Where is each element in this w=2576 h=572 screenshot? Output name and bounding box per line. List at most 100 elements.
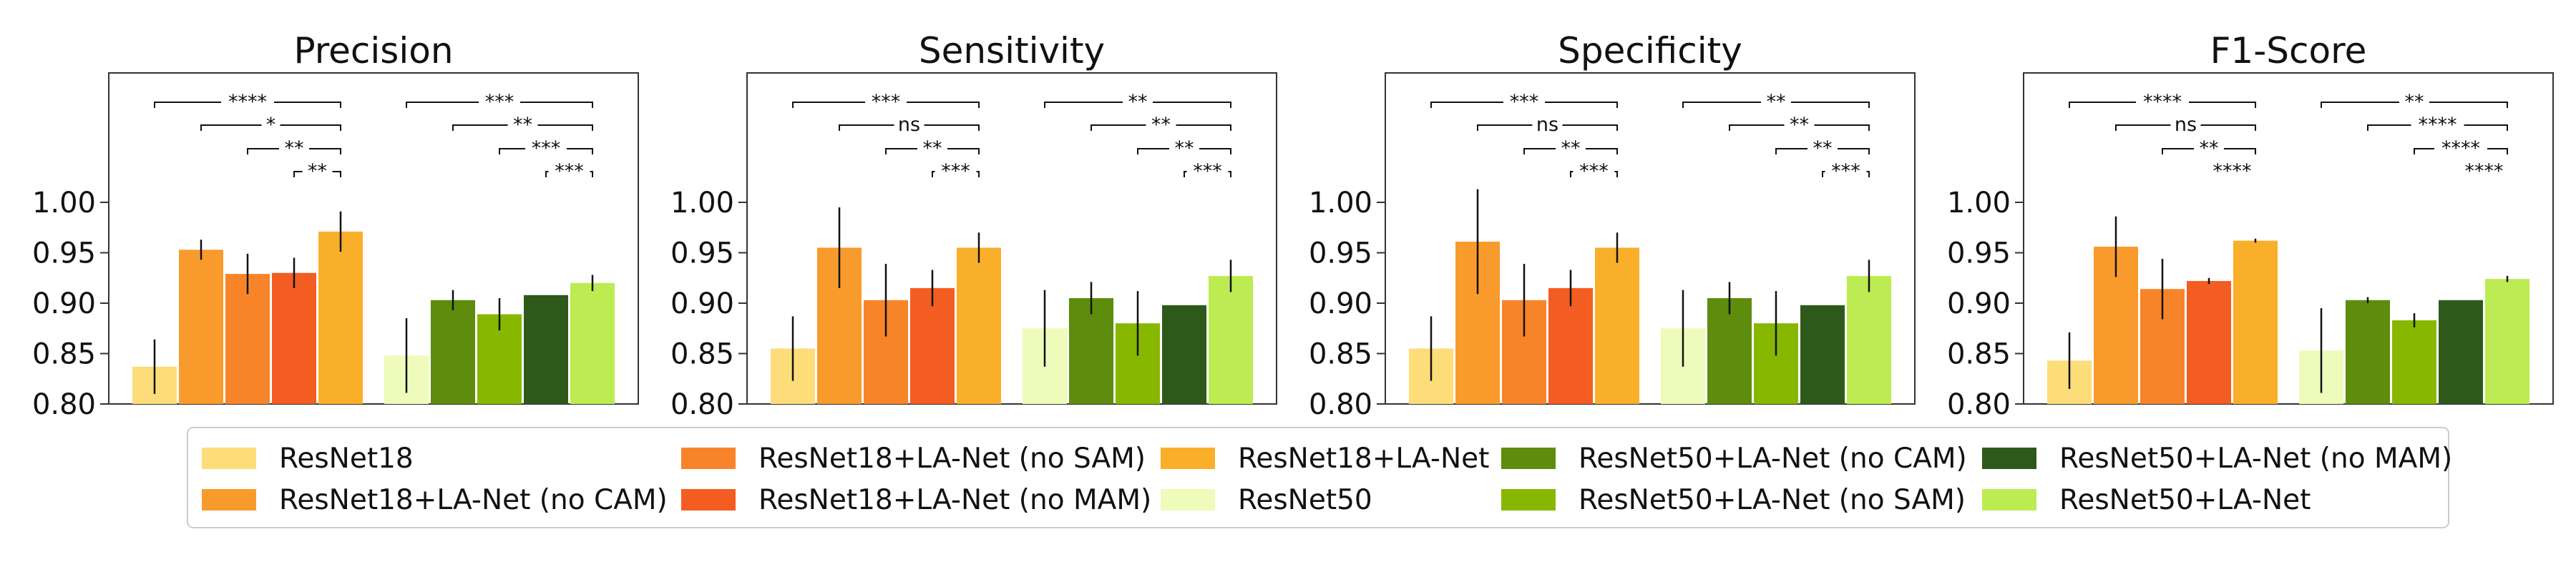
legend-swatch	[1501, 489, 1556, 511]
legend-swatch	[1161, 489, 1215, 511]
y-tick-label: 1.00	[1309, 187, 1372, 220]
y-tick-label: 0.90	[32, 287, 96, 320]
y-tick-label: 0.95	[1309, 237, 1372, 270]
y-tick-label: 0.85	[670, 338, 734, 371]
legend-swatch	[1501, 448, 1556, 469]
significance-label: ns	[898, 114, 920, 136]
bar	[910, 287, 955, 404]
panel-title: Sensitivity	[919, 30, 1105, 72]
plot-frame	[746, 72, 1277, 405]
legend-item: ResNet18+LA-Net (no SAM)	[681, 443, 1146, 475]
bar	[1548, 287, 1593, 404]
y-tick-label: 0.85	[32, 338, 96, 371]
panel-title: Precision	[293, 30, 453, 72]
significance-label: ns	[1536, 114, 1558, 136]
panel-title: F1-Score	[2210, 30, 2367, 72]
significance-label-bg	[917, 139, 947, 156]
significance-label-bg	[865, 92, 907, 109]
significance-label-bg	[2434, 139, 2487, 156]
significance-label: ***	[872, 91, 901, 113]
significance-label-bg	[1556, 139, 1586, 156]
significance-label: **	[1790, 114, 1809, 136]
significance-label: **	[1813, 137, 1833, 159]
significance-label-bg	[1532, 115, 1563, 132]
panel-2: Sensitivity0.800.850.900.951.00***ns****…	[670, 30, 1277, 421]
significance-label-bg	[894, 115, 924, 132]
significance-label-bg	[2399, 92, 2429, 109]
significance-label: **	[285, 137, 304, 159]
significance-label-bg	[1807, 139, 1838, 156]
significance-label: ***	[555, 160, 584, 182]
significance-label: **	[1128, 91, 1148, 113]
significance-label-bg	[1146, 115, 1176, 132]
significance-label-bg	[2194, 139, 2224, 156]
significance-label: ***	[485, 91, 514, 113]
significance-label-bg	[2170, 115, 2201, 132]
significance-label: **	[1561, 137, 1581, 159]
y-tick-label: 0.85	[1309, 338, 1372, 371]
legend-label: ResNet18	[279, 443, 414, 475]
legend-label: ResNet50+LA-Net (no SAM)	[1579, 484, 1966, 516]
panel-title: Specificity	[1558, 30, 1742, 72]
significance-label-bg	[261, 115, 280, 132]
legend-label: ResNet50+LA-Net	[2059, 484, 2311, 516]
legend-label: ResNet50+LA-Net (no MAM)	[2059, 443, 2452, 475]
significance-label: **	[513, 114, 532, 136]
bar	[179, 250, 223, 404]
legend-item: ResNet18+LA-Net (no MAM)	[681, 484, 1151, 516]
bar	[2233, 240, 2278, 404]
legend-item: ResNet50+LA-Net (no CAM)	[1501, 443, 1967, 475]
y-tick-label: 1.00	[32, 187, 96, 220]
legend-swatch	[681, 448, 736, 469]
bar	[1069, 297, 1113, 404]
significance-label-bg	[2457, 162, 2511, 179]
legend: ResNet18 ResNet18+LA-Net (no CAM) ResNet18…	[187, 427, 2452, 528]
significance-label: ***	[532, 137, 561, 159]
legend-label: ResNet18+LA-Net (no MAM)	[758, 484, 1151, 516]
panel-1: Precision0.800.850.900.951.00***********…	[32, 30, 639, 421]
bar	[1707, 297, 1752, 404]
significance-label-bg	[1123, 92, 1153, 109]
significance-label-bg	[507, 115, 538, 132]
bar	[1209, 275, 1253, 404]
legend-swatch	[681, 489, 736, 511]
significance-label-bg	[1784, 115, 1815, 132]
y-tick-label: 0.80	[32, 388, 96, 421]
bar	[225, 274, 270, 404]
plot-frame	[2023, 72, 2554, 405]
bar	[2346, 300, 2390, 404]
bar	[2439, 300, 2483, 404]
legend-item: ResNet50	[1161, 484, 1372, 516]
significance-label: ***	[1579, 160, 1609, 182]
bar	[1847, 275, 1891, 404]
y-tick-label: 0.90	[1947, 287, 2011, 320]
bar	[1162, 305, 1206, 404]
bar	[431, 300, 475, 404]
legend-label: ResNet18+LA-Net (no CAM)	[279, 484, 668, 516]
legend-swatch	[202, 448, 256, 469]
significance-label-bg	[2205, 162, 2259, 179]
significance-label-bg	[2136, 92, 2189, 109]
significance-label: ***	[1510, 91, 1539, 113]
significance-label: **	[1767, 91, 1786, 113]
bar	[957, 247, 1001, 404]
significance-label: ****	[2441, 137, 2480, 159]
significance-label-bg	[1825, 162, 1867, 179]
significance-label-bg	[2411, 115, 2464, 132]
significance-label-bg	[525, 139, 567, 156]
significance-label: ***	[941, 160, 970, 182]
significance-label: **	[2200, 137, 2219, 159]
bar	[570, 282, 615, 404]
significance-label-bg	[935, 162, 977, 179]
panels: Precision0.800.850.900.951.00***********…	[32, 30, 2554, 421]
significance-label: ****	[2143, 91, 2182, 113]
y-tick-label: 0.80	[1309, 388, 1372, 421]
y-tick-label: 0.85	[1947, 338, 2011, 371]
plot-frame	[1385, 72, 1916, 405]
y-tick-label: 0.80	[670, 388, 734, 421]
y-tick-label: 0.95	[670, 237, 734, 270]
panel-4: F1-Score0.800.850.900.951.00****ns******…	[1947, 30, 2554, 421]
significance-label-bg	[279, 139, 309, 156]
significance-label-bg	[548, 162, 590, 179]
significance-label-bg	[1503, 92, 1545, 109]
